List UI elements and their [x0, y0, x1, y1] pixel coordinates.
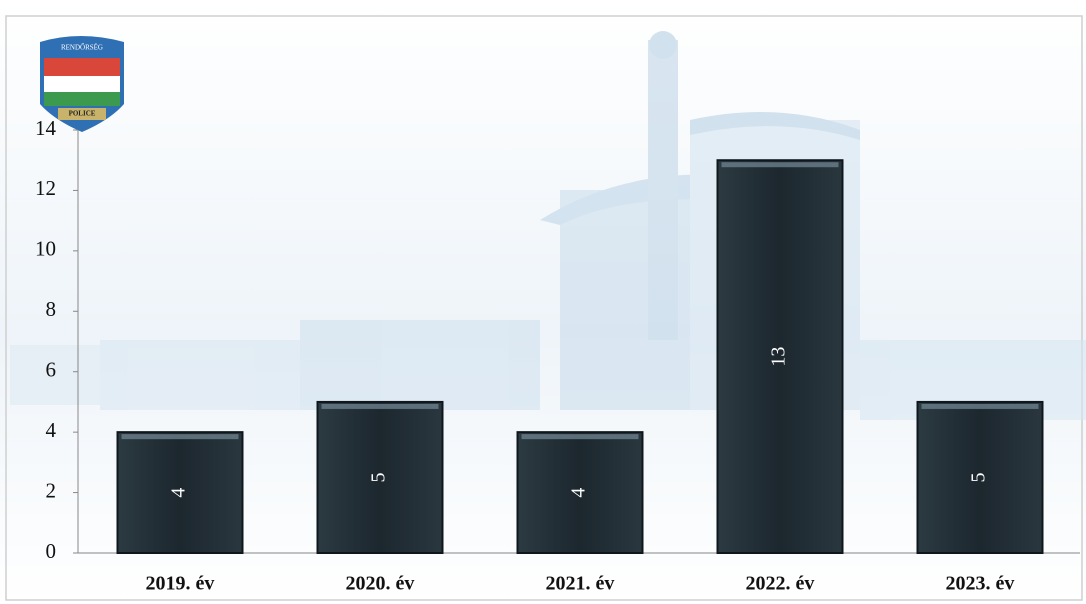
bar — [516, 431, 644, 554]
value-label: 4 — [168, 488, 190, 498]
bar — [716, 159, 844, 554]
x-tick-label: 2022. év — [746, 573, 815, 595]
value-label: 13 — [768, 347, 790, 367]
logo-bottom-text: POLICE — [69, 110, 96, 118]
y-tick-label: 0 — [46, 539, 57, 563]
y-tick-label: 12 — [35, 176, 56, 200]
value-label: 4 — [568, 488, 590, 498]
bar-highlight — [321, 403, 439, 409]
x-tick-label: 2023. év — [946, 573, 1015, 595]
y-tick-label: 4 — [46, 418, 57, 442]
x-tick-label: 2019. év — [146, 573, 215, 595]
bar-highlight — [521, 434, 639, 440]
y-tick-label: 6 — [46, 358, 57, 382]
bar — [916, 400, 1044, 554]
x-tick-label: 2021. év — [546, 573, 615, 595]
logo: RENDŐRSÉG POLICE — [40, 36, 124, 132]
value-label: 5 — [368, 472, 390, 482]
y-tick-label: 8 — [46, 297, 57, 321]
frame — [5, 15, 1083, 601]
y-tick-label: 14 — [35, 116, 57, 140]
bar — [116, 431, 244, 554]
value-label: 5 — [968, 472, 990, 482]
x-tick-label: 2020. év — [346, 573, 415, 595]
y-tick-label: 10 — [35, 237, 56, 261]
bar-highlight — [721, 162, 839, 168]
bar-highlight — [121, 434, 239, 440]
y-tick-label: 2 — [46, 478, 57, 502]
bar-highlight — [921, 403, 1039, 409]
logo-top-text: RENDŐRSÉG — [61, 44, 103, 52]
bar — [316, 400, 444, 554]
